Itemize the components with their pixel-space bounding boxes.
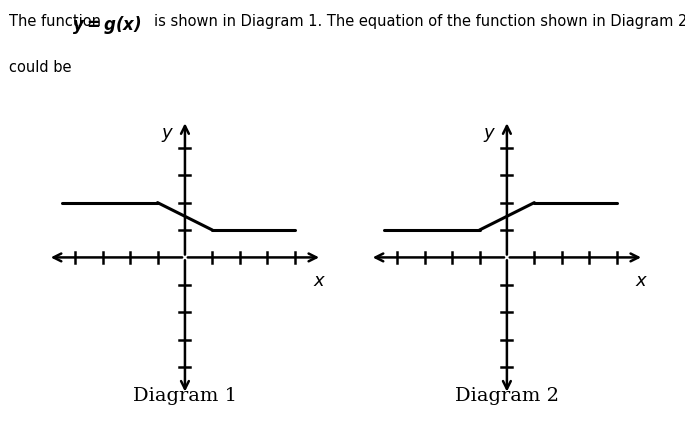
Text: Diagram 1: Diagram 1 — [133, 387, 237, 405]
Text: could be: could be — [9, 60, 71, 76]
Text: $\bfit{y}$$\bf{ = }$$\bfit{g}$$\bfit{(}$$\bfit{x}$$\bfit{)}$: $\bfit{y}$$\bf{ = }$$\bfit{g}$$\bfit{(}$… — [72, 14, 141, 36]
Text: $\mathit{y}$: $\mathit{y}$ — [161, 126, 174, 144]
Text: is shown in Diagram 1. The equation of the function shown in Diagram 2: is shown in Diagram 1. The equation of t… — [154, 14, 685, 29]
Text: $\mathit{x}$: $\mathit{x}$ — [634, 273, 648, 290]
Text: The function: The function — [9, 14, 105, 29]
Text: $\mathit{x}$: $\mathit{x}$ — [312, 273, 326, 290]
Text: $\mathit{y}$: $\mathit{y}$ — [483, 126, 496, 144]
Text: Diagram 2: Diagram 2 — [455, 387, 559, 405]
